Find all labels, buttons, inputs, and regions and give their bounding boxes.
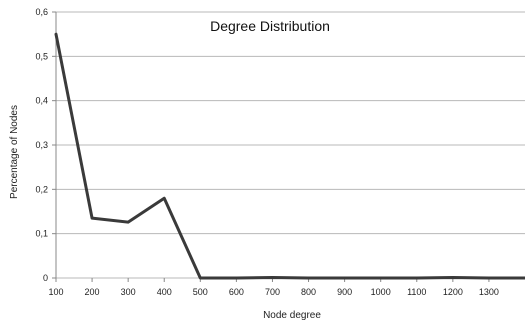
x-tick-label: 700 — [265, 287, 280, 297]
x-tick-label: 600 — [229, 287, 244, 297]
y-axis-label: Percentage of Nodes — [9, 105, 20, 199]
series-line — [54, 32, 525, 280]
grid-lines — [56, 11, 525, 279]
y-tick-label: 0,2 — [35, 184, 48, 194]
y-tick-label: 0,1 — [35, 229, 48, 239]
y-tick-label: 0,4 — [35, 96, 48, 106]
x-tick-label: 1200 — [443, 287, 463, 297]
y-tick-label: 0,6 — [35, 7, 48, 17]
x-tick-label: 300 — [121, 287, 136, 297]
x-tick-label: 1300 — [479, 287, 499, 297]
x-tick-label: 1100 — [407, 287, 426, 297]
chart-title: Degree Distribution — [210, 18, 330, 34]
x-tick-label: 400 — [157, 287, 172, 297]
series-layer — [54, 32, 525, 280]
x-tick-label: 900 — [337, 287, 352, 297]
x-axis-label: Node degree — [263, 310, 321, 321]
x-tick-label: 100 — [48, 287, 63, 297]
y-tick-label: 0,5 — [35, 51, 48, 61]
x-tick-label: 800 — [301, 287, 316, 297]
y-tick-label: 0 — [43, 273, 48, 283]
x-tick-label: 500 — [193, 287, 208, 297]
tick-labels: 0 0,1 0,2 0,3 0,4 0,5 0,6 100 200 300 400 500 600 700… — [35, 7, 498, 297]
y-tick-label: 0,3 — [35, 140, 48, 150]
x-tick-label: 200 — [85, 287, 100, 297]
axes — [52, 11, 490, 282]
x-tick-label: 1000 — [371, 287, 391, 297]
